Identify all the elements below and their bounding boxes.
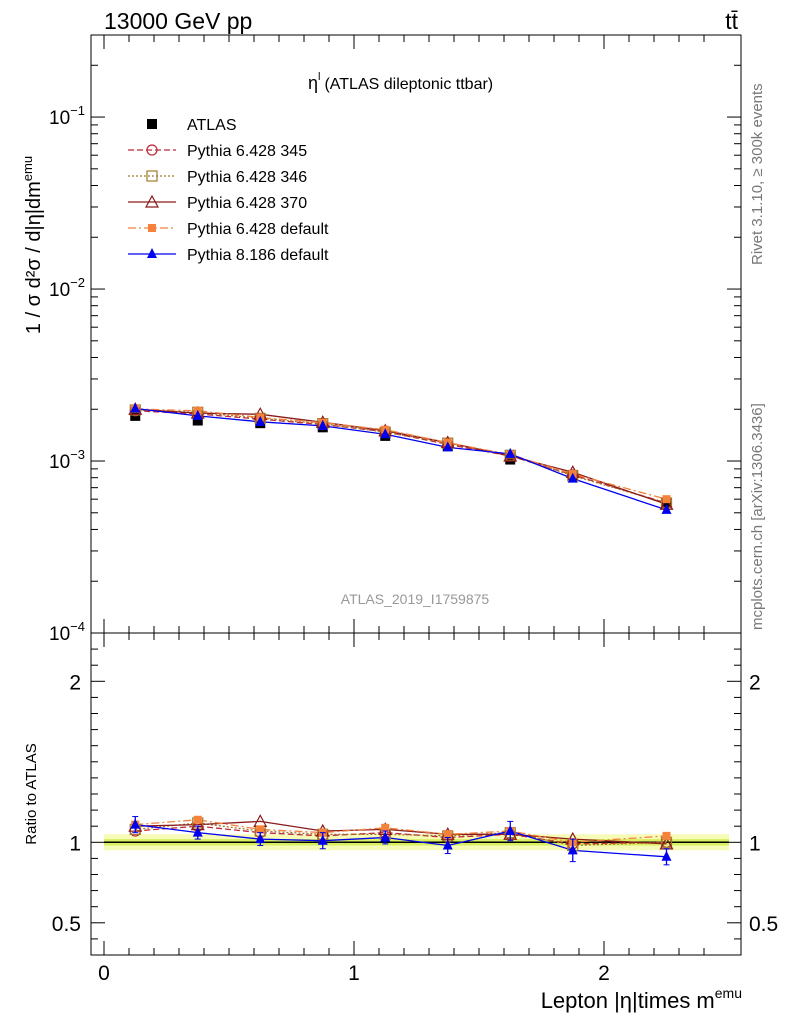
ratio-point-p6def [381,823,390,832]
legend: ATLAS Pythia 6.428 345 Pythia 6.428 346 Pyt… [128,117,329,264]
ratio-y-tick-label: 1 [69,832,81,855]
ratio-point-p6def [193,815,202,824]
ratio-panel-frame [90,632,742,956]
ratio-point-p8def [442,839,453,850]
data-point-p8def [567,472,578,483]
data-point-p8def [380,428,391,439]
rivet-label: Rivet 3.1.10, ≥ 300k events [749,83,766,265]
data-point-p8def [505,447,516,458]
ratio-point-p8def [380,831,391,842]
main-plot-title: ηl (ATLAS dileptonic ttbar) [308,71,493,93]
ratio-axes: 0.5 0.5 1 1 2 2 0 1 2 [52,633,778,985]
main-y-tick-label: 10−4 [49,619,85,645]
main-y-tick-label: 10−2 [49,275,85,301]
data-point-atlas [505,454,516,465]
main-y-axis-label: 1 / σ d²σ / d|η|dmemu [20,156,45,334]
legend-label-p6def: Pythia 6.428 default [187,221,329,238]
header-right: tt̄ [725,8,738,34]
ratio-x-tick-label: 0 [98,962,110,985]
data-point-p6def [662,495,671,504]
ratio-point-p8def [130,818,141,829]
main-series-layer [128,401,674,514]
header-left: 13000 GeV pp [104,8,252,34]
series-line-p345 [135,410,667,504]
analysis-watermark: ATLAS_2019_I1759875 [341,591,490,607]
ratio-y-tick-label: 2 [69,671,81,694]
main-y-tick-label: 10−3 [49,447,85,473]
ratio-point-p8def [255,833,266,844]
legend-label-atlas: ATLAS [187,117,237,134]
legend-marker-p345 [146,144,158,156]
ratio-y-tick-label: 0.5 [52,913,81,936]
main-axes: 10−1 10−2 10−3 10−4 [49,35,741,645]
data-point-p8def [255,415,266,426]
ratio-point-p8def [567,844,578,855]
data-point-p8def [130,402,141,413]
legend-marker-atlas [147,119,157,129]
legend-marker-p6def [148,224,156,232]
legend-marker-p370 [144,194,160,208]
ratio-x-tick-label: 1 [348,962,360,985]
ratio-point-p8def [317,834,328,845]
series-line-p6def [135,408,667,500]
ratio-series-layer [128,814,674,866]
ratio-point-p8def [192,826,203,837]
data-point-atlas [192,415,203,426]
ratio-line-p345 [135,825,667,845]
ratio-point-p6def [443,830,452,839]
mcplots-label: mcplots.cern.ch [arXiv:1306.3436] [749,403,766,630]
main-y-tick-label: 10−1 [49,103,85,129]
ratio-x-tick-label: 2 [598,962,610,985]
legend-label-p8def: Pythia 8.186 default [187,247,329,264]
x-axis-label: Lepton |η|times memu [541,985,742,1013]
ratio-point-p6def [662,831,671,840]
ratio-point-p6def [256,825,265,834]
legend-marker-p346 [146,170,158,182]
data-point-p8def [192,409,203,420]
legend-marker-p8def [147,248,157,258]
legend-label-p346: Pythia 6.428 346 [187,169,307,186]
series-line-p8def [135,407,667,511]
data-point-p8def [317,419,328,430]
ratio-y-axis-label: Ratio to ATLAS [23,743,40,844]
series-line-p346 [135,409,667,504]
ratio-y-tick-label-right: 2 [749,671,761,694]
series-line-p370 [135,408,667,505]
ratio-y-tick-label-right: 0.5 [749,913,778,936]
legend-label-p345: Pythia 6.428 345 [187,143,307,160]
ratio-point-p8def [505,825,516,836]
legend-label-p370: Pythia 6.428 370 [187,195,307,212]
ratio-point-p8def [661,850,672,861]
data-point-p8def [442,441,453,452]
data-point-p8def [661,503,672,514]
ratio-y-tick-label-right: 1 [749,832,761,855]
